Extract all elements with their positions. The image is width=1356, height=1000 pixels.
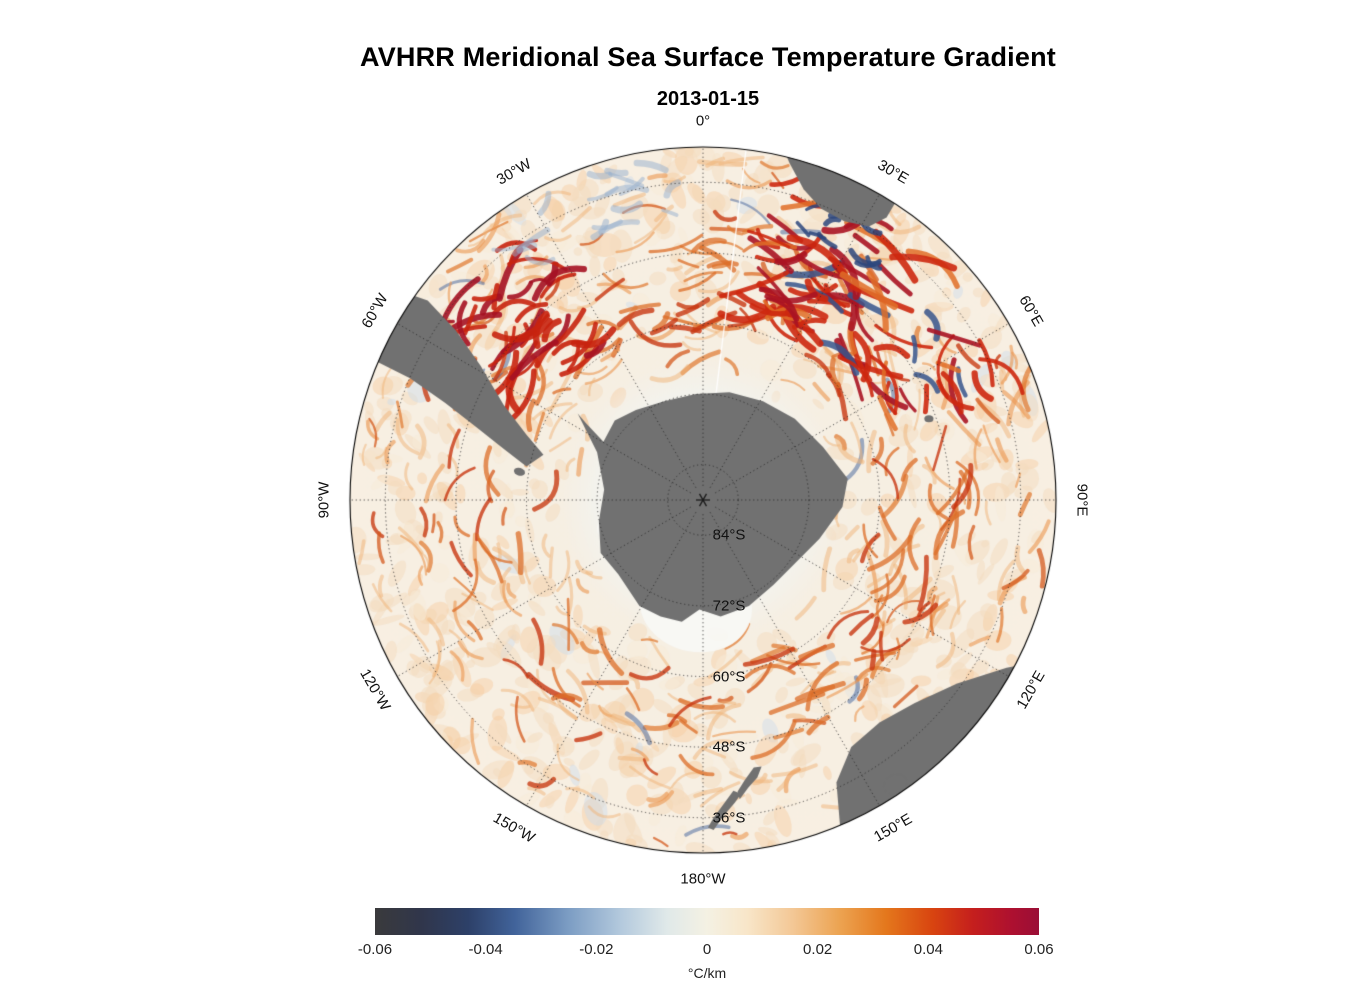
page-subtitle: 2013-01-15 [656,88,760,110]
colorbar-tick-label: 0.02 [803,941,833,958]
colorbar-unit-label: °C/km [687,965,727,981]
colorbar-tick-label: -0.06 [357,941,393,958]
longitude-label: 90°W [315,481,333,519]
longitude-label: 90°E [1073,483,1091,517]
polar-map: 0° 30°E 60°E 90°E 120°E 150°E 180°W 150°W 120°W 9… [316,113,1091,888]
colorbar-tick-label: 0.06 [1024,941,1054,958]
colorbar-tick-label: 0.04 [913,941,943,958]
colorbar: -0.06 -0.04 -0.02 0 0.02 0.04 0.06 °C/km [358,908,1054,986]
longitude-label: 180°W [680,870,726,888]
page-title: AVHRR Meridional Sea Surface Temperature… [360,42,1056,72]
colorbar-ticks: -0.06 -0.04 -0.02 0 0.02 0.04 0.06 [358,941,1054,959]
colorbar-tick-label: -0.02 [579,941,614,958]
colorbar-tick-label: -0.04 [468,941,503,958]
longitude-label: 0° [695,112,711,130]
colorbar-tick-label: 0 [702,941,712,958]
colorbar-gradient [375,908,1039,935]
map-canvas [343,140,1063,860]
